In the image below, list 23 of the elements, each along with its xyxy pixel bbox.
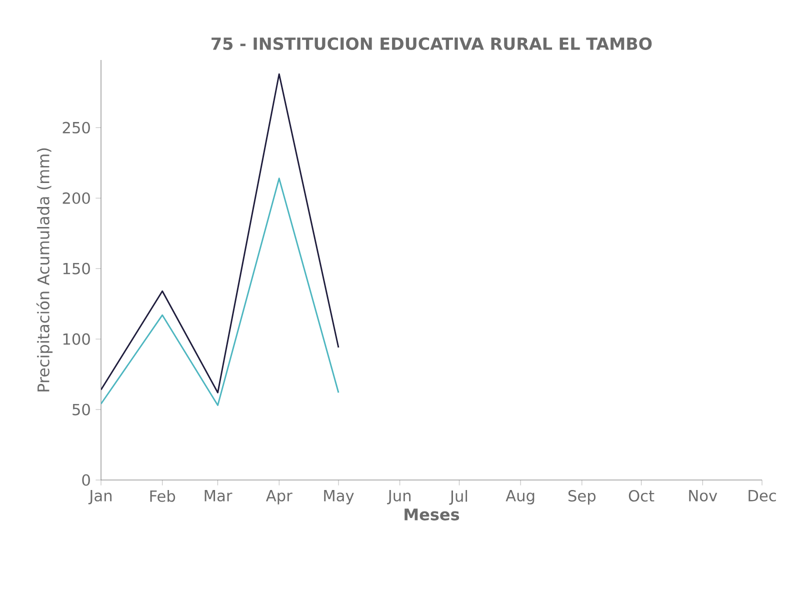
x-tick-label: Apr — [266, 490, 292, 504]
x-tick-label: Oct — [628, 490, 654, 502]
x-tick-label: May — [324, 490, 354, 504]
x-tick-label: Aug — [506, 490, 534, 504]
x-tick-label: Jul — [449, 490, 468, 505]
x-tick-label: Feb — [150, 490, 176, 502]
y-tick-label: 150 — [63, 262, 90, 274]
line-series — [101, 178, 340, 406]
x-tick-label: Dec — [748, 490, 776, 502]
y-tick-label: 50 — [72, 404, 90, 416]
y-tick-label: 200 — [62, 192, 90, 204]
y-axis-title: Precipitación Acumulada (mm) — [36, 148, 53, 392]
y-tick-label: 100 — [63, 333, 90, 345]
x-tick-label: Mar — [204, 490, 232, 502]
line-series — [101, 73, 340, 394]
x-tick-label: Nov — [689, 490, 718, 502]
x-tick-label: Sep — [568, 490, 596, 505]
y-tick-label: 250 — [62, 122, 90, 134]
x-tick-label: Jan — [88, 490, 112, 504]
y-tick-label: 0 — [82, 474, 90, 486]
chart-title: 75 - INSTITUCION EDUCATIVA RURAL EL TAMBO — [212, 37, 652, 50]
x-tick-label: Jun — [387, 490, 411, 504]
x-axis-title: Meses — [404, 508, 460, 520]
